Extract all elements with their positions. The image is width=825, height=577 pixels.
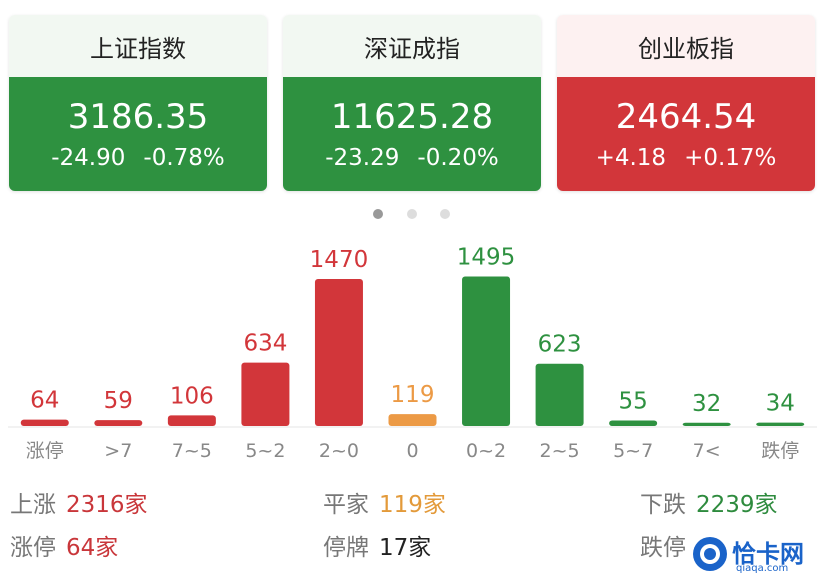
index-change-row: +4.18 +0.17% [557,145,815,171]
index-body: 11625.28 -23.29 -0.20% [283,77,541,191]
index-change-row: -23.29 -0.20% [283,145,541,171]
bar [94,420,143,426]
stat-label: 平家 [323,492,369,518]
bar [388,414,437,426]
x-tick-label: 跌停 [761,440,799,462]
bar-value-label: 634 [243,331,287,357]
index-change: +4.18 [595,145,667,171]
index-body: 2464.54 +4.18 +0.17% [557,77,815,191]
index-body: 3186.35 -24.90 -0.78% [9,77,267,191]
stat-label: 上涨 [10,492,56,518]
bar [241,362,290,426]
index-card[interactable]: 深证成指 11625.28 -23.29 -0.20% [283,15,541,191]
bar-value-label: 59 [104,388,133,414]
bar-value-label: 623 [538,332,582,358]
watermark-name: 恰卡网 [732,540,804,568]
bar [167,415,216,426]
bar [756,422,805,426]
x-tick-label: 涨停 [26,440,64,462]
index-card[interactable]: 上证指数 3186.35 -24.90 -0.78% [9,15,267,191]
x-tick-label: 0~2 [466,440,506,462]
x-tick-label: 0 [406,440,418,462]
stat-value: 2239家 [696,492,778,518]
bar [314,279,363,426]
stat-item: 停牌 17家 [323,528,431,562]
x-tick-label: >7 [104,440,132,462]
carousel-dot[interactable] [440,209,450,219]
carousel-dot[interactable] [373,209,383,219]
stat-label: 涨停 [10,535,56,561]
bar [535,363,584,426]
stat-item: 上涨 2316家 [10,485,148,519]
index-value: 11625.28 [330,97,494,137]
index-percent: -0.78% [143,145,225,171]
bar [20,419,69,426]
index-value: 3186.35 [67,97,209,137]
x-tick-label: 7< [693,440,721,462]
index-value: 2464.54 [615,97,757,137]
bar-value-label: 55 [618,389,647,415]
stat-value: 119家 [379,492,446,518]
bar [682,422,731,426]
index-name: 深证成指 [283,15,541,77]
stat-label: 跌停 [640,535,686,561]
x-tick-label: 5~7 [613,440,653,462]
stat-label: 停牌 [323,535,369,561]
bar-value-label: 34 [766,391,795,417]
bar-value-label: 32 [692,391,721,417]
bar-value-label: 1470 [310,247,369,273]
carousel-dot[interactable] [407,209,417,219]
bar-value-label: 119 [391,382,435,408]
bar-value-label: 106 [170,383,214,409]
x-tick-label: 2~5 [540,440,580,462]
watermark-url: qiaqa.com [736,563,789,574]
stat-label: 下跌 [640,492,686,518]
stat-item: 下跌 2239家 [640,485,778,519]
stat-item: 涨停 64家 [10,528,118,562]
distribution-chart: 64 涨停 59 >7 106 7~5 634 5~2 1470 2~0 119 0 1495 0~2 62… [8,245,817,462]
stat-value: 64家 [66,535,119,561]
stat-item: 跌停 [640,528,686,562]
index-name: 创业板指 [557,15,815,77]
index-percent: -0.20% [417,145,499,171]
bar [609,420,658,426]
index-name: 上证指数 [9,15,267,77]
index-percent: +0.17% [684,145,777,171]
watermark-logo [693,537,727,571]
x-tick-label: 5~2 [245,440,285,462]
index-change-row: -24.90 -0.78% [9,145,267,171]
bar [462,276,511,426]
bar-value-label: 64 [30,388,59,414]
stat-value: 2316家 [66,492,148,518]
x-tick-label: 7~5 [172,440,212,462]
stat-value: 17家 [379,535,432,561]
bar-value-label: 1495 [457,245,516,271]
index-change: -24.90 [51,145,126,171]
x-tick-label: 2~0 [319,440,359,462]
index-change: -23.29 [325,145,400,171]
watermark: 恰卡网 qiaqa.com [690,530,825,577]
stat-item: 平家 119家 [323,485,446,519]
index-card[interactable]: 创业板指 2464.54 +4.18 +0.17% [557,15,815,191]
